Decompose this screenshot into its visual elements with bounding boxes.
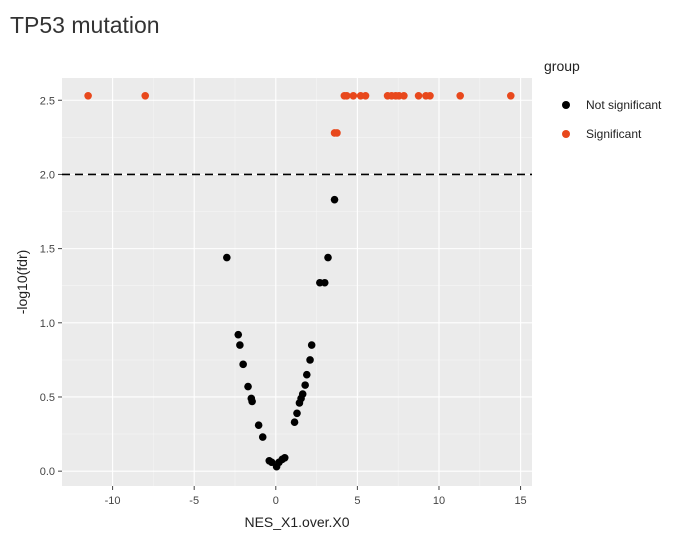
y-tick-label: 0.5 <box>40 392 55 404</box>
point-not-significant <box>236 341 244 349</box>
point-not-significant <box>330 195 339 204</box>
point-significant <box>342 92 351 100</box>
point-not-significant <box>244 382 252 391</box>
point-not-significant <box>302 370 311 379</box>
point-not-significant <box>239 360 247 369</box>
x-tick-label: -5 <box>189 495 199 507</box>
legend-dot-significant <box>562 129 570 138</box>
point-significant <box>333 129 341 137</box>
plot-panel <box>62 78 532 486</box>
point-not-significant <box>258 433 267 441</box>
x-tick-label: 5 <box>354 495 360 507</box>
point-significant <box>84 92 92 100</box>
point-not-significant <box>267 458 276 467</box>
point-significant <box>349 92 358 100</box>
legend: group Not significant Significant <box>544 58 661 148</box>
y-tick-label: 1.5 <box>40 244 55 256</box>
chart-title: TP53 mutation <box>10 12 160 38</box>
point-not-significant <box>248 397 256 406</box>
point-not-significant <box>298 390 307 398</box>
point-significant <box>141 92 150 100</box>
x-tick-label: 15 <box>514 495 526 507</box>
point-significant <box>414 92 423 100</box>
x-tick-label: 0 <box>273 495 279 507</box>
point-not-significant <box>234 330 243 339</box>
point-significant <box>400 92 408 100</box>
legend-label-significant: Significant <box>586 126 642 141</box>
point-significant <box>506 92 515 100</box>
point-not-significant <box>324 253 332 262</box>
point-significant <box>361 92 370 100</box>
y-tick-label: 2.5 <box>40 95 55 107</box>
y-tick-label: 2.0 <box>40 169 55 181</box>
x-tick-label: -10 <box>105 495 121 507</box>
y-axis-title: -log10(fdr) <box>14 250 30 315</box>
point-not-significant <box>254 421 263 429</box>
legend-dot-not-significant <box>562 100 570 109</box>
point-not-significant <box>280 454 289 462</box>
legend-item-not-significant[interactable]: Not significant <box>544 90 661 119</box>
x-axis-title: NES_X1.over.X0 <box>244 514 349 530</box>
y-tick-label: 0.0 <box>40 466 55 478</box>
point-not-significant <box>306 356 314 364</box>
point-not-significant <box>301 381 309 389</box>
point-significant <box>426 92 434 100</box>
point-not-significant <box>290 418 299 427</box>
point-not-significant <box>223 253 231 262</box>
x-tick-label: 10 <box>433 495 445 507</box>
y-tick-label: 1.0 <box>40 318 55 330</box>
point-not-significant <box>307 341 316 349</box>
point-not-significant <box>293 409 301 418</box>
legend-title: group <box>544 58 580 74</box>
legend-item-significant[interactable]: Significant <box>544 119 661 148</box>
legend-label-not-significant: Not significant <box>586 97 662 112</box>
point-significant <box>456 92 464 100</box>
point-not-significant <box>320 278 329 287</box>
